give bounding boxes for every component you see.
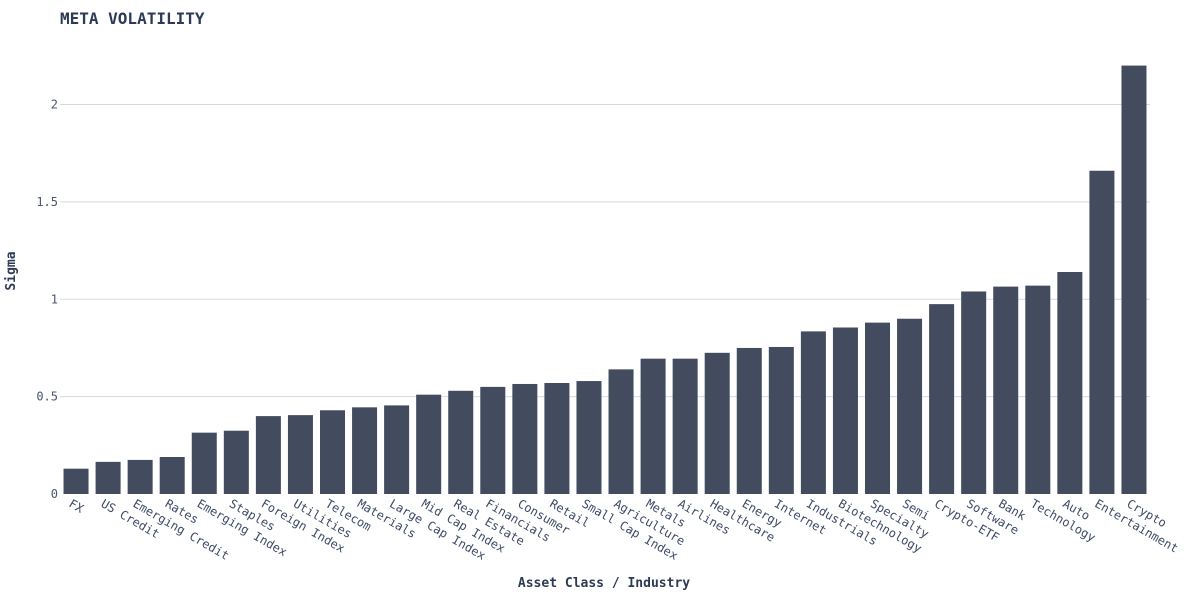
- y-axis-title: Sigma: [4, 251, 19, 290]
- bar: [993, 286, 1019, 494]
- y-tick-label: 1: [51, 292, 58, 306]
- bar: [95, 461, 121, 494]
- bar: [63, 468, 89, 494]
- y-tick-label: 0.5: [36, 390, 58, 404]
- bar: [287, 415, 313, 494]
- x-axis-title: Asset Class / Industry: [518, 576, 690, 591]
- bar: [768, 346, 794, 494]
- x-tick-label: FX: [67, 496, 87, 516]
- bar: [1121, 65, 1147, 494]
- bar: [1089, 170, 1115, 495]
- bar: [832, 327, 858, 494]
- bar: [961, 291, 987, 494]
- bar: [320, 410, 346, 494]
- bar: [159, 457, 185, 494]
- bar: [255, 416, 281, 494]
- bars: [63, 65, 1147, 495]
- y-axis-ticks: 0 0.5 1 1.5 2: [36, 98, 58, 501]
- bar: [865, 322, 891, 494]
- bar: [512, 383, 538, 494]
- bar: [127, 459, 153, 494]
- bar: [897, 318, 923, 494]
- bar: [576, 381, 602, 494]
- y-tick-label: 0: [51, 487, 58, 501]
- bar: [448, 390, 474, 494]
- bar: [640, 358, 666, 494]
- bar: [608, 369, 634, 494]
- bar: [704, 352, 730, 494]
- bar: [223, 430, 249, 494]
- grid-lines: [60, 104, 1150, 398]
- bar: [736, 347, 762, 494]
- bar: [1025, 285, 1051, 494]
- bar: [416, 394, 442, 494]
- bar: [544, 383, 570, 494]
- y-tick-label: 2: [51, 98, 58, 112]
- chart-title: META VOLATILITY: [60, 9, 205, 28]
- bar: [191, 432, 217, 494]
- bar: [672, 358, 698, 494]
- y-tick-label: 1.5: [36, 195, 58, 209]
- bar: [352, 407, 378, 494]
- bar: [929, 304, 955, 494]
- bar: [480, 386, 506, 494]
- bar: [1057, 272, 1083, 494]
- bar: [384, 405, 410, 494]
- bar: [800, 331, 826, 494]
